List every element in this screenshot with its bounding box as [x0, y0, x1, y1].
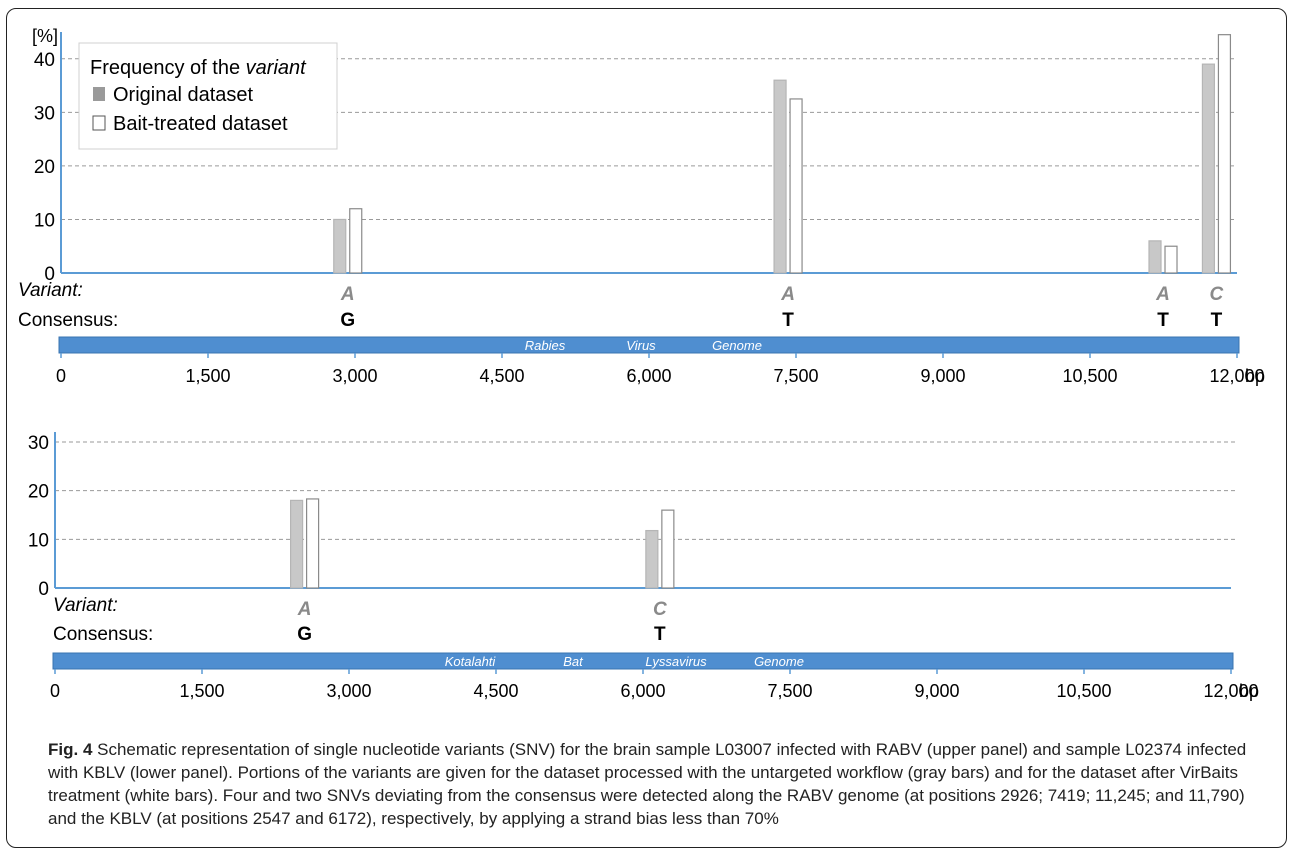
lower-x-tick-label: 9,000 — [914, 681, 959, 701]
caption-label: Fig. 4 — [48, 740, 93, 759]
upper-legend-box — [78, 42, 338, 150]
upper-variant-label: A — [340, 284, 355, 305]
lower-consensus-label: G — [297, 624, 312, 645]
lower-y-tick-label: 20 — [28, 482, 49, 503]
upper-x-tick-label: 10,500 — [1062, 366, 1117, 386]
upper-consensus-row-label: Consensus: — [18, 310, 118, 331]
lower-consensus-label: T — [654, 624, 666, 645]
lower-x-tick-label: 10,500 — [1056, 681, 1111, 701]
upper-variant-label: A — [780, 284, 795, 305]
upper-bar-original — [773, 79, 787, 274]
upper-x-tick-label: 12,000 — [1209, 366, 1264, 386]
upper-x-tick-label: 6,000 — [626, 366, 671, 386]
upper-bar-bait — [789, 98, 803, 274]
lower-genome-label: Kotalahti — [445, 654, 497, 669]
upper-bar-bait — [1164, 245, 1178, 274]
upper-y-tick-label: 30 — [34, 103, 55, 124]
lower-variant-label: A — [297, 599, 312, 620]
lower-bar-original — [645, 529, 659, 589]
figure-caption: Fig. 4 Schematic representation of singl… — [48, 738, 1273, 830]
upper-genome-label: Rabies — [525, 338, 566, 353]
upper-y-tick-label: 0 — [44, 264, 55, 285]
upper-bar-bait — [349, 208, 363, 274]
lower-x-tick-label: 4,500 — [473, 681, 518, 701]
upper-x-tick-label: 9,000 — [920, 366, 965, 386]
upper-consensus-label: G — [340, 310, 355, 331]
upper-legend-title: Frequency of the variant — [90, 57, 307, 79]
upper-x-unit-label: bp — [1245, 366, 1265, 386]
lower-x-tick-label: 7,500 — [767, 681, 812, 701]
lower-genome-label: Lyssavirus — [645, 654, 707, 669]
upper-x-tick-label: 7,500 — [773, 366, 818, 386]
upper-bar-original — [333, 218, 347, 274]
lower-y-tick-label: 30 — [28, 433, 49, 454]
lower-x-tick-label: 0 — [50, 681, 60, 701]
upper-y-tick-label: 40 — [34, 50, 55, 71]
lower-x-tick-label: 12,000 — [1203, 681, 1258, 701]
upper-legend-entry: Bait-treated dataset — [113, 113, 288, 135]
lower-genome-bar — [52, 652, 1234, 670]
lower-x-tick-label: 6,000 — [620, 681, 665, 701]
lower-variant-label: C — [653, 599, 667, 620]
lower-variant-row-label: Variant: — [53, 595, 118, 616]
lower-genome-label: Genome — [754, 654, 804, 669]
figure-chart: 010203040[%]AGATATCTVariant:Consensus:Ra… — [18, 26, 1265, 701]
lower-consensus-row-label: Consensus: — [53, 624, 153, 645]
upper-bar-original — [1201, 63, 1216, 274]
upper-variant-label: A — [1155, 284, 1170, 305]
upper-genome-label: Genome — [712, 338, 762, 353]
upper-genome-label: Virus — [626, 338, 656, 353]
upper-x-tick-label: 4,500 — [479, 366, 524, 386]
lower-bar-original — [290, 499, 304, 589]
upper-bar-bait — [1217, 34, 1232, 274]
upper-consensus-label: T — [1211, 310, 1223, 331]
upper-x-tick-label: 3,000 — [332, 366, 377, 386]
lower-genome-label: Bat — [563, 654, 584, 669]
lower-y-tick-label: 0 — [38, 579, 49, 600]
upper-y-tick-label: 10 — [34, 210, 55, 231]
upper-bar-original — [1148, 240, 1162, 274]
upper-x-tick-label: 0 — [56, 366, 66, 386]
upper-consensus-label: T — [782, 310, 794, 331]
lower-y-tick-label: 10 — [28, 530, 49, 551]
lower-bar-bait — [306, 498, 320, 589]
upper-y-tick-label: 20 — [34, 157, 55, 178]
upper-variant-row-label: Variant: — [18, 280, 83, 301]
upper-legend-swatch-original — [93, 87, 105, 101]
lower-x-tick-label: 3,000 — [326, 681, 371, 701]
caption-text: Schematic representation of single nucle… — [48, 740, 1247, 828]
upper-legend-swatch-bait — [92, 115, 106, 131]
lower-x-tick-label: 1,500 — [179, 681, 224, 701]
upper-consensus-label: T — [1157, 310, 1169, 331]
upper-legend-entry: Original dataset — [113, 84, 254, 106]
figure-frame — [6, 8, 1287, 848]
lower-bar-bait — [661, 509, 675, 589]
upper-x-tick-label: 1,500 — [185, 366, 230, 386]
upper-variant-label: C — [1210, 284, 1224, 305]
lower-x-unit-label: bp — [1239, 681, 1259, 701]
upper-y-unit-label: [%] — [32, 26, 58, 46]
